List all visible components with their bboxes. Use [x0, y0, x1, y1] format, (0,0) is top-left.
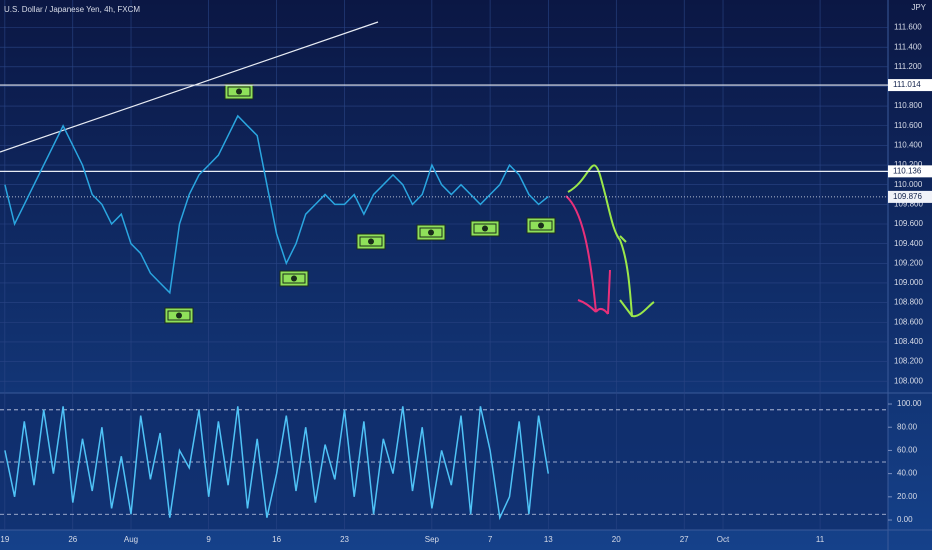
y-tick-label: 108.200: [894, 357, 923, 366]
y-tick-label: 110.200: [894, 160, 923, 169]
y-tick-label: 110.800: [894, 101, 923, 110]
chart-title: U.S. Dollar / Japanese Yen, 4h, FXCM: [4, 5, 140, 14]
x-tick-label: 7: [488, 535, 493, 544]
y-tick-label: 110.000: [894, 180, 923, 189]
x-tick-label: 26: [68, 535, 77, 544]
price-line: [4, 114, 549, 295]
green-arrow: [567, 164, 655, 318]
x-tick-label: Sep: [425, 535, 440, 544]
green-arrow-head: [619, 235, 633, 317]
money-icon: [279, 270, 309, 287]
x-tick-label: 16: [272, 535, 281, 544]
y-tick-label: 108.000: [894, 376, 923, 385]
price-level-label: 111.014: [893, 80, 921, 89]
y2-tick-label: 60.00: [897, 446, 918, 455]
x-tick-label: Aug: [124, 535, 138, 544]
money-icons: [164, 83, 556, 324]
y2-tick-label: 0.00: [897, 515, 913, 524]
y-tick-label: 108.600: [894, 317, 923, 326]
y2-tick-label: 20.00: [897, 492, 918, 501]
y-tick-label: 111.400: [894, 42, 922, 51]
y-tick-label: 109.600: [894, 219, 923, 228]
x-tick-label: 20: [612, 535, 621, 544]
pink-arrow: [565, 195, 611, 315]
y-tick-label: 109.800: [894, 199, 923, 208]
money-icon: [470, 220, 500, 237]
oscillator-line: [4, 406, 550, 521]
price-level-label: 109.876: [893, 192, 922, 201]
price-level-label: 110.136: [893, 166, 922, 175]
price-level-box: [888, 190, 932, 203]
x-tick-label: 11: [816, 535, 825, 544]
x-tick-label: 9: [206, 535, 211, 544]
x-tick-label: 27: [680, 535, 689, 544]
money-icon: [356, 233, 386, 250]
y-tick-label: 110.400: [894, 141, 923, 150]
y-tick-label: 108.800: [894, 298, 923, 307]
x-tick-label: 23: [340, 535, 349, 544]
price-level-box: [888, 79, 932, 92]
price-level-box: [888, 165, 932, 178]
currency-label: JPY: [911, 3, 926, 12]
drawings: [565, 164, 655, 318]
money-icon: [164, 307, 194, 324]
y2-tick-label: 40.00: [897, 469, 918, 478]
y2-tick-label: 80.00: [897, 422, 918, 431]
y-tick-label: 109.200: [894, 258, 923, 267]
money-icon: [416, 224, 446, 241]
y-tick-label: 111.200: [894, 62, 922, 71]
trend-line: [0, 21, 379, 153]
x-tick-label: 13: [544, 535, 553, 544]
y-tick-label: 109.400: [894, 239, 923, 248]
y-tick-label: 108.400: [894, 337, 923, 346]
y-tick-label: 109.000: [894, 278, 923, 287]
money-icon: [526, 217, 556, 234]
x-tick-label: Oct: [717, 535, 730, 544]
y-tick-label: 111.600: [894, 23, 922, 32]
x-tick-label: 19: [0, 535, 9, 544]
money-icon: [224, 83, 254, 100]
y2-tick-label: 100.00: [897, 399, 922, 408]
y-tick-label: 110.600: [894, 121, 923, 130]
